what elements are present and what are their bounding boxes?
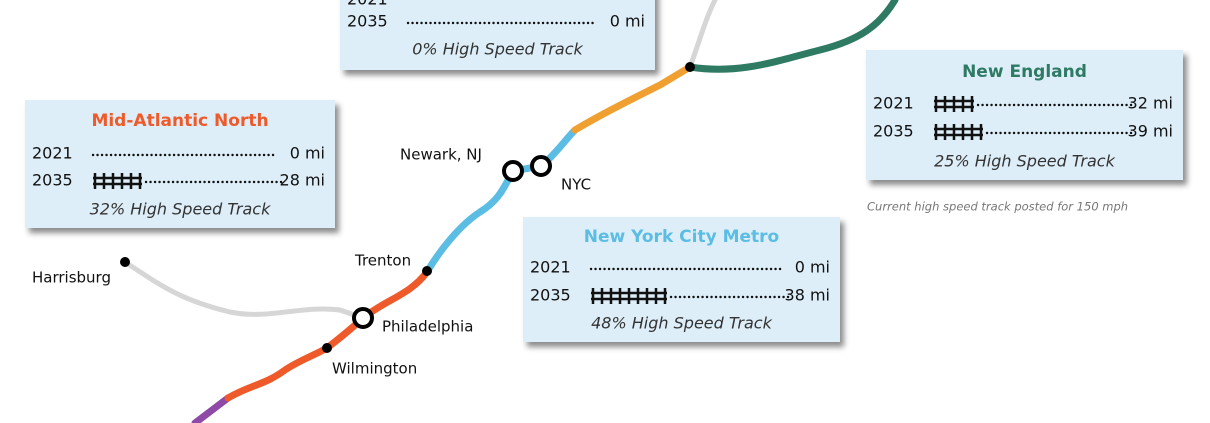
year-label: 2021 xyxy=(873,94,914,113)
panel-footer: 0% High Speed Track xyxy=(412,40,583,59)
panel-box xyxy=(523,217,840,342)
year-label: 2021 xyxy=(530,258,571,277)
panel-box xyxy=(866,50,1183,180)
city-label: Harrisburg xyxy=(32,269,111,287)
station-ring xyxy=(352,307,374,329)
station-dot xyxy=(120,257,130,267)
miles-label: 0 mi xyxy=(290,144,325,163)
panel-footer: 48% High Speed Track xyxy=(591,314,772,333)
city-label: Wilmington xyxy=(332,360,417,378)
city-label: NYC xyxy=(561,176,591,194)
panel-footer: 32% High Speed Track xyxy=(90,200,271,219)
panel-title: Mid-Atlantic North xyxy=(91,111,268,131)
station-ring xyxy=(502,160,524,182)
city-label: Trenton xyxy=(354,252,411,270)
year-label: 2035 xyxy=(32,171,73,190)
station-dot xyxy=(322,343,332,353)
city-label: Philadelphia xyxy=(382,318,473,336)
year-label: 2035 xyxy=(873,122,914,141)
city-labels: Newark, NJ NYC Trenton Harrisburg Philad… xyxy=(32,146,591,378)
miles-label: 38 mi xyxy=(785,286,830,305)
station-dot xyxy=(422,266,432,276)
year-label: 2021 xyxy=(32,144,73,163)
miles-label: 28 mi xyxy=(280,171,325,190)
info-panel: Mid-Atlantic North 2021 0 mi 2035 28 mi 32% H… xyxy=(25,100,335,228)
note: Current high speed track posted for 150 … xyxy=(867,200,1128,214)
panel-footer: 25% High Speed Track xyxy=(934,152,1115,171)
station-dot xyxy=(685,62,695,72)
panel-box xyxy=(25,100,335,228)
stations xyxy=(120,62,695,353)
year-label: 2021 xyxy=(347,0,388,9)
panel-title: New England xyxy=(962,62,1087,82)
info-panel: New York City Metro 2021 0 mi 2035 38 mi 48% … xyxy=(523,217,840,342)
miles-label: 32 mi xyxy=(1128,94,1173,113)
panel-box xyxy=(340,0,655,70)
panel-title: New York City Metro xyxy=(584,227,779,247)
miles-label: 0 mi xyxy=(795,258,830,277)
year-label: 2035 xyxy=(347,12,388,31)
route-lines xyxy=(122,0,899,423)
station-ring xyxy=(530,155,552,177)
info-panel: New England 2021 32 mi 2035 39 mi 25% High Sp… xyxy=(866,50,1183,180)
city-label: Newark, NJ xyxy=(400,146,482,164)
info-panel: 2021 2035 0 mi 0% High Speed Track xyxy=(340,0,655,70)
miles-label: 0 mi xyxy=(610,12,645,31)
year-label: 2035 xyxy=(530,286,571,305)
panels: 2021 2035 0 mi 0% High Speed Track Mid-Atlan… xyxy=(25,0,1183,342)
miles-label: 39 mi xyxy=(1128,122,1173,141)
